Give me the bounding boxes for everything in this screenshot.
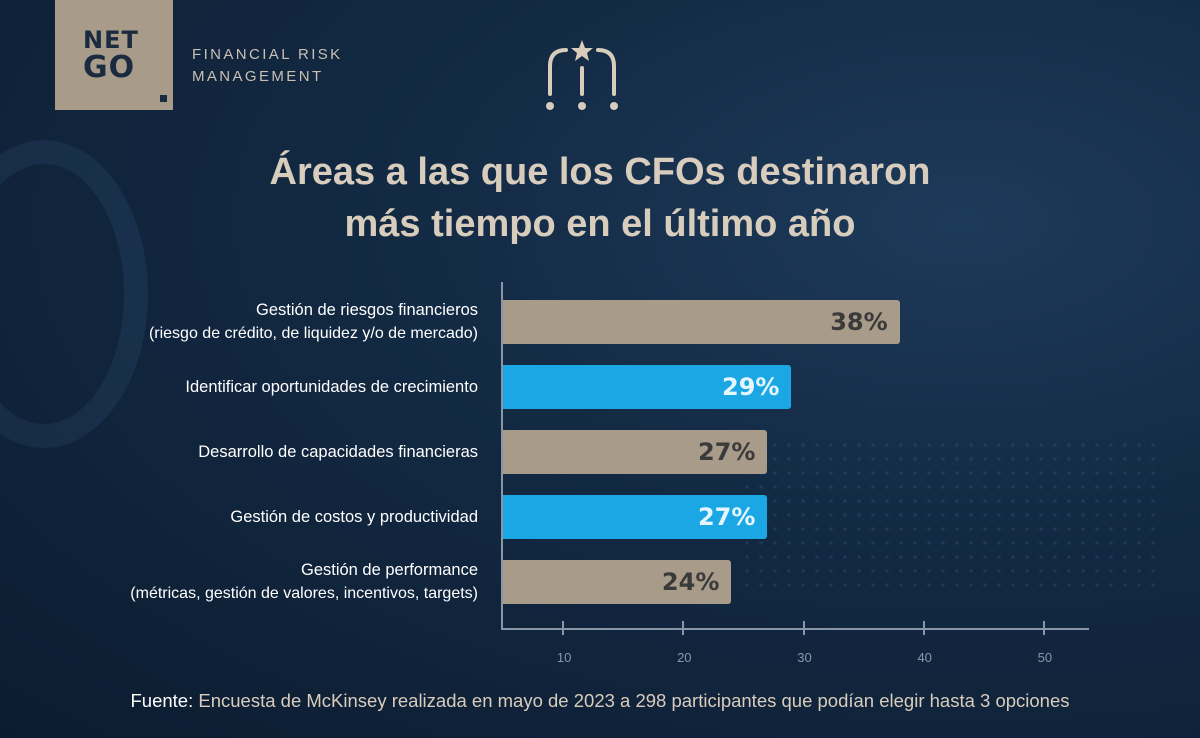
team-star-icon — [546, 40, 618, 110]
x-axis-tick-label: 40 — [917, 650, 932, 665]
category-label: Identificar oportunidades de crecimiento — [0, 375, 478, 399]
category-label-sub: (métricas, gestión de valores, incentivo… — [130, 585, 478, 602]
category-label-main: Desarrollo de capacidades financieras — [198, 443, 478, 461]
bar-costos-productividad: 27% — [503, 495, 768, 539]
x-axis-tick-label: 30 — [797, 650, 812, 665]
background-dot-pattern — [740, 438, 1160, 598]
category-label-main: Identificar oportunidades de crecimiento — [185, 378, 478, 396]
x-axis-tick-label: 50 — [1037, 650, 1053, 665]
x-axis-tick — [682, 621, 685, 635]
bar-oportunidades-crecimiento: 29% — [503, 365, 792, 409]
category-label-main: Gestión de performance — [300, 561, 478, 579]
x-axis-tick-label: 10 — [556, 650, 572, 665]
bar-gestion-riesgos: 38% — [503, 300, 900, 344]
category-label-sub: (riesgo de crédito, de liquidez y/o de m… — [148, 325, 478, 342]
category-label: Gestión de performance (métricas, gestió… — [0, 558, 478, 606]
netgo-logo: NET GO — [55, 0, 173, 110]
category-label: Gestión de costos y productividad — [0, 505, 478, 529]
bar-gestion-performance: 24% — [503, 560, 732, 604]
chart-title-line1: Áreas a las que los CFOs destinaron — [269, 151, 931, 193]
logo-text-go: GO — [83, 50, 136, 85]
logo-dot — [160, 95, 167, 102]
source-note: Fuente: Encuesta de McKinsey realizada e… — [0, 689, 1200, 713]
x-axis-line — [501, 628, 1089, 630]
x-axis-tick — [1042, 621, 1045, 635]
category-label: Desarrollo de capacidades financieras — [0, 440, 478, 464]
bar-capacidades-financieras: 27% — [503, 430, 768, 474]
source-text: Encuesta de McKinsey realizada en mayo d… — [198, 690, 1070, 711]
logo-tagline: FINANCIAL RISK MANAGEMENT — [192, 44, 343, 88]
bar-value-label: 27% — [697, 438, 756, 466]
bar-value-label: 27% — [697, 503, 756, 531]
bar-value-label: 38% — [830, 308, 888, 336]
source-colon: : — [188, 690, 199, 711]
y-axis-line — [501, 282, 503, 630]
category-label: Gestión de riesgos financieros (riesgo d… — [0, 298, 478, 346]
x-axis-tick — [922, 621, 925, 635]
chart-title: Áreas a las que los CFOs destinaron más … — [0, 146, 1200, 250]
x-axis-tick — [802, 621, 805, 635]
bar-value-label: 29% — [722, 373, 780, 401]
category-label-main: Gestión de costos y productividad — [230, 508, 478, 526]
logo-text-net: NET — [83, 26, 139, 54]
x-axis-tick-label: 20 — [677, 650, 692, 665]
x-axis-tick — [562, 621, 565, 635]
source-label: Fuente — [130, 690, 189, 711]
category-label-main: Gestión de riesgos financieros — [256, 301, 478, 319]
tagline-line1: FINANCIAL RISK — [192, 46, 343, 63]
bar-value-label: 24% — [661, 568, 720, 596]
chart-title-line2: más tiempo en el último año — [344, 203, 856, 245]
tagline-line2: MANAGEMENT — [192, 68, 324, 85]
